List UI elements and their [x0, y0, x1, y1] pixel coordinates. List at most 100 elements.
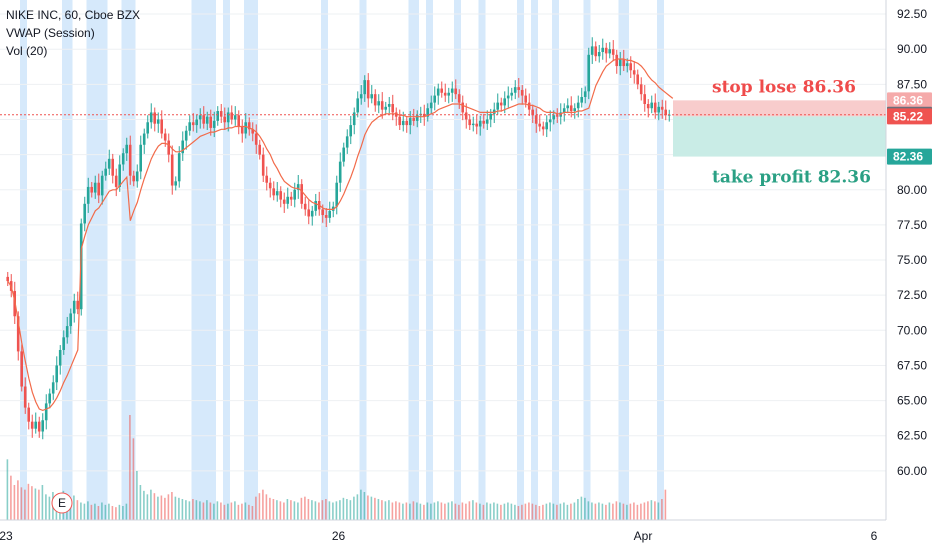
volume-bar — [171, 492, 173, 520]
chart-legend: NIKE INC, 60, Cboe BZX VWAP (Session) Vo… — [6, 6, 140, 60]
candle-body — [443, 92, 447, 96]
volume-bar — [661, 499, 663, 520]
volume-bar — [24, 489, 26, 520]
candle-body — [349, 125, 352, 137]
volume-bar — [594, 503, 597, 520]
volume-bar — [276, 500, 278, 520]
price-tick-label: 87.50 — [897, 77, 927, 91]
candle-body — [643, 94, 646, 105]
candle-body — [664, 109, 667, 116]
position-zones — [673, 100, 886, 157]
candle-body — [177, 153, 181, 182]
candle-body — [41, 420, 44, 432]
volume-bar — [650, 500, 653, 520]
candle-body — [601, 47, 604, 53]
volume-bar — [87, 501, 89, 520]
volume-bar — [258, 493, 261, 520]
volume-bar — [48, 496, 51, 520]
candle-body — [20, 351, 23, 387]
candle-body — [226, 112, 230, 123]
volume-bar — [132, 438, 135, 520]
price-tick-label: 62.50 — [897, 429, 927, 443]
candle-body — [174, 181, 177, 186]
candle-body — [415, 115, 419, 121]
candle-body — [373, 94, 377, 106]
volume-bar — [353, 496, 355, 520]
symbol-title[interactable]: NIKE INC, 60, Cboe BZX — [6, 8, 141, 22]
candle-body — [440, 88, 443, 93]
candle-body — [121, 153, 125, 165]
candle-body — [496, 102, 499, 110]
volume-bar — [559, 503, 562, 520]
volume-bar — [524, 503, 527, 520]
volume-bar — [31, 486, 33, 520]
candle-body — [387, 104, 391, 107]
volume-bar — [647, 501, 649, 520]
candle-body — [160, 119, 163, 134]
earnings-marker-circle[interactable] — [51, 492, 73, 514]
volume-bar — [566, 504, 569, 520]
volume-bar — [192, 499, 194, 520]
candle-body — [531, 109, 534, 116]
candle-body — [289, 196, 293, 200]
volume-bar — [489, 503, 492, 520]
candle-body — [604, 47, 608, 54]
candle-body — [265, 175, 268, 183]
candle-body — [408, 118, 412, 126]
volume-bar — [269, 497, 271, 520]
volume-bar — [643, 502, 646, 520]
volume-bar — [153, 493, 156, 520]
candle-body — [184, 130, 188, 141]
candle-body — [587, 54, 590, 92]
candle-body — [55, 365, 58, 383]
volume-indicator-label[interactable]: Vol (20) — [6, 44, 48, 58]
candle-body — [93, 182, 97, 193]
volume-bar — [419, 503, 422, 520]
candle-body — [279, 191, 282, 200]
candle-body — [300, 184, 303, 204]
volume-bar — [38, 489, 40, 520]
price-tick-label: 75.00 — [897, 253, 927, 267]
volume-bar — [640, 503, 642, 520]
volume-bar — [283, 502, 285, 520]
volume-bar — [423, 504, 425, 520]
volume-bar — [360, 489, 362, 520]
volume-bar — [255, 496, 257, 520]
vwap-indicator-label[interactable]: VWAP (Session) — [6, 26, 95, 40]
price-tag-label: 86.36 — [893, 93, 923, 107]
candle-body — [48, 393, 51, 404]
volume-bar — [384, 501, 387, 520]
candle-body — [275, 191, 279, 196]
candle-body — [237, 115, 240, 127]
time-tick-label: 23 — [0, 529, 13, 543]
volume-bar — [370, 496, 373, 520]
volume-bar — [545, 503, 548, 520]
stop-loss-label: stop lose 86.36 — [712, 77, 856, 97]
volume-bar — [402, 503, 404, 520]
candle-body — [293, 189, 296, 200]
candle-body — [524, 95, 527, 103]
candle-body — [216, 111, 219, 121]
candle-body — [244, 122, 247, 134]
candle-body — [282, 199, 286, 204]
volume-bar — [164, 497, 166, 520]
candle-body — [16, 316, 20, 352]
candle-body — [366, 80, 370, 99]
candle-body — [268, 182, 272, 189]
volume-bar — [535, 504, 537, 520]
volume-bar — [514, 504, 516, 520]
candle-body — [363, 80, 366, 95]
volume-bar — [440, 502, 443, 520]
volume-bar — [395, 501, 397, 520]
volume-bar — [521, 504, 523, 520]
candle-body — [247, 122, 251, 130]
candle-body — [513, 87, 517, 93]
candle-body — [629, 63, 632, 71]
volume-bar — [97, 506, 100, 520]
time-tick-label: Apr — [634, 529, 653, 543]
candle-body — [170, 154, 174, 186]
volume-bar — [122, 506, 124, 520]
candle-body — [34, 421, 37, 429]
